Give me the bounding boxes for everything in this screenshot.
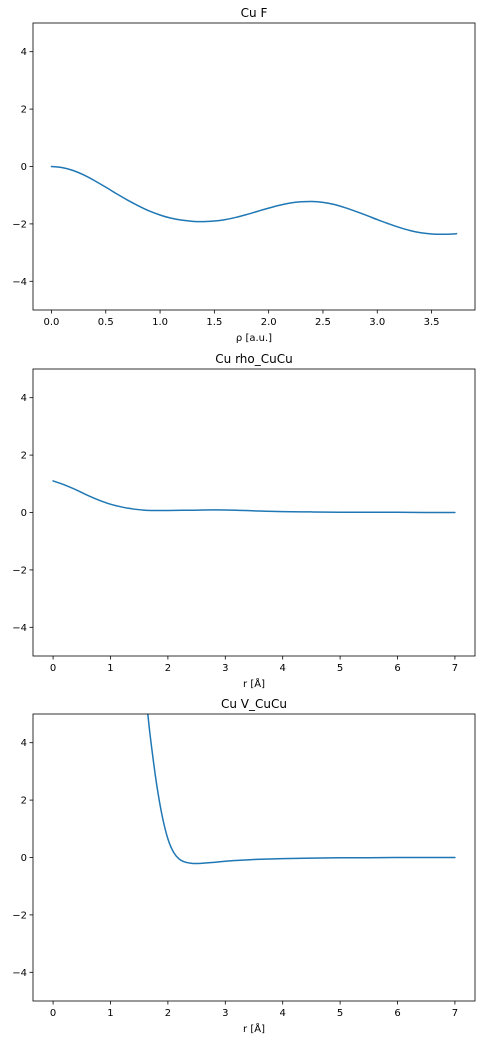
x-tick-label: 2 — [165, 1008, 171, 1019]
chart-panel-2: Cu rho_CuCu 0 1 2 3 4 5 6 7 −4 −2 0 2 4 r [Å] — [12, 352, 476, 690]
x-tick-label: 2 — [165, 663, 171, 674]
chart-title: Cu rho_CuCu — [215, 352, 292, 366]
y-tick-label: −2 — [12, 910, 27, 921]
y-tick-label: 2 — [21, 796, 27, 807]
x-tick-label: 5 — [337, 663, 343, 674]
y-tick-label: −4 — [12, 968, 27, 979]
y-tick-label: −2 — [12, 565, 27, 576]
x-tick-label: 4 — [280, 1008, 286, 1019]
x-axis-label: r [Å] — [243, 677, 265, 690]
x-axis-label: ρ [a.u.] — [236, 333, 272, 344]
y-tick-label: 0 — [21, 508, 27, 519]
x-tick-label: 0 — [50, 663, 56, 674]
y-tick-label: 2 — [21, 105, 27, 116]
y-tick-label: −4 — [12, 277, 27, 288]
series-line-1 — [147, 714, 456, 865]
x-tick-label: 1.5 — [206, 317, 222, 328]
y-tick-label: 2 — [21, 451, 27, 462]
x-tick-label: 0 — [50, 1008, 56, 1019]
x-tick-label: 4 — [280, 663, 286, 674]
x-axis-label: r [Å] — [243, 1022, 265, 1035]
x-tick-label: 7 — [452, 1008, 458, 1019]
y-tick-label: 0 — [21, 853, 27, 864]
x-tick-label: 3 — [222, 1008, 228, 1019]
series-line-1 — [52, 480, 456, 514]
chart-panel-3: Cu V_CuCu 0 1 2 3 4 5 6 7 −4 −2 0 2 4 r [Å] — [12, 697, 476, 1035]
chart-title: Cu F — [241, 6, 268, 20]
x-tick-label: 3.5 — [424, 317, 440, 328]
x-tick-label: 3.0 — [369, 317, 385, 328]
x-tick-label: 0.5 — [98, 317, 114, 328]
chart-panel-1: Cu F 0.0 0.5 1.0 1.5 2.0 2.5 3.0 3.5 −4 −2 0 2 4 ρ [a.… — [12, 6, 476, 344]
x-tick-label: 3 — [222, 663, 228, 674]
series-line-1 — [50, 165, 458, 235]
x-tick-label: 1.0 — [152, 317, 168, 328]
y-tick-label: 4 — [21, 738, 27, 749]
y-tick-label: −4 — [12, 623, 27, 634]
x-tick-label: 5 — [337, 1008, 343, 1019]
y-tick-label: 4 — [21, 47, 27, 58]
chart-title: Cu V_CuCu — [221, 697, 287, 711]
x-tick-label: 6 — [394, 1008, 400, 1019]
y-tick-label: −2 — [12, 219, 27, 230]
x-tick-label: 0.0 — [44, 317, 60, 328]
x-tick-label: 2.0 — [261, 317, 277, 328]
x-tick-label: 7 — [452, 663, 458, 674]
x-tick-label: 6 — [394, 663, 400, 674]
x-tick-label: 1 — [107, 1008, 113, 1019]
x-tick-label: 1 — [107, 663, 113, 674]
y-tick-label: 0 — [21, 162, 27, 173]
y-tick-label: 4 — [21, 393, 27, 404]
x-tick-label: 2.5 — [315, 317, 331, 328]
plot-frame — [32, 22, 476, 311]
